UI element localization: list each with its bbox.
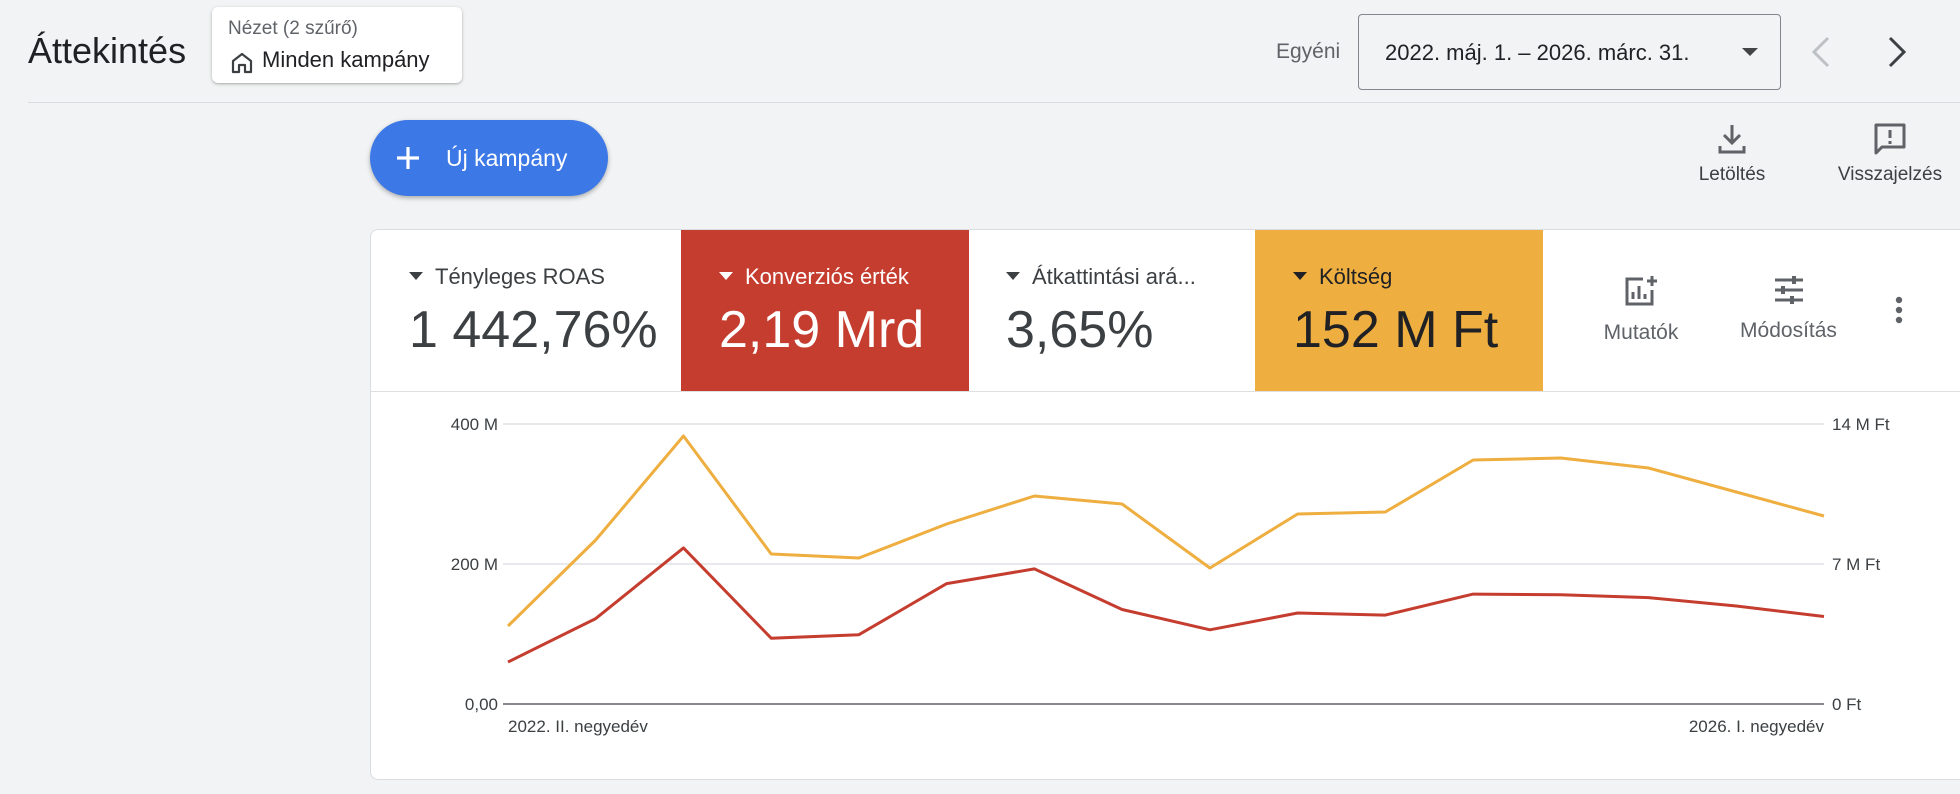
feedback-icon	[1874, 123, 1906, 155]
series-line-conversion-value	[507, 546, 1825, 664]
scorecard-label-text: Konverziós érték	[745, 264, 909, 289]
series-line-cost	[506, 434, 1825, 628]
left-axis-tick-label: 0,00	[465, 695, 498, 714]
chevron-right-icon[interactable]	[1884, 34, 1910, 70]
date-range-label: Egyéni	[1276, 40, 1341, 63]
scorecard-label: Átkattintási ará...	[1006, 264, 1196, 290]
left-axis-tick-label: 400 M	[451, 415, 498, 434]
performance-card: Tényleges ROAS 1 442,76% Konverziós érté…	[370, 229, 1960, 780]
performance-chart: 0,00 200 M 400 M 0 Ft 7 M Ft 14 M Ft 2022. II.…	[451, 415, 1890, 736]
scorecard-ctr[interactable]: Átkattintási ará... 3,65%	[968, 230, 1256, 391]
page-title: Áttekintés	[28, 30, 187, 71]
add-chart-icon	[1625, 276, 1657, 306]
dropdown-caret-icon	[1742, 48, 1758, 56]
chevron-left-icon[interactable]	[1808, 34, 1834, 70]
more-vert-icon[interactable]	[1895, 296, 1903, 324]
download-label: Letöltés	[1698, 164, 1766, 185]
scorecard-label-text: Költség	[1319, 264, 1393, 289]
plus-icon	[397, 147, 419, 169]
new-campaign-button[interactable]: Új kampány	[370, 120, 608, 196]
scorecard-label: Konverziós érték	[719, 264, 909, 290]
scorecard-label-text: Tényleges ROAS	[435, 264, 605, 289]
home-icon	[231, 52, 253, 74]
feedback-label: Visszajelzés	[1837, 164, 1943, 185]
right-axis-tick-label: 7 M Ft	[1832, 555, 1880, 574]
download-icon	[1718, 125, 1746, 154]
card-divider	[371, 391, 1960, 392]
view-filter-chip[interactable]: Nézet (2 szűrő) Minden kampány	[212, 7, 462, 83]
x-axis-tick-label: 2026. I. negyedév	[1689, 717, 1825, 736]
adjust-label: Módosítás	[1740, 319, 1837, 342]
view-filter-value: Minden kampány	[262, 47, 430, 72]
scorecard-cost[interactable]: Költség 152 M Ft	[1255, 230, 1543, 391]
view-filter-caption: Nézet (2 szűrő)	[228, 18, 358, 39]
scorecard-label: Költség	[1293, 264, 1392, 290]
adjust-button[interactable]: Módosítás	[1726, 274, 1851, 343]
dropdown-triangle-icon	[719, 272, 733, 281]
scorecard-label-text: Átkattintási ará...	[1032, 264, 1196, 289]
scorecard-conversion-value[interactable]: Konverziós érték 2,19 Mrd	[681, 230, 969, 391]
scorecard-value: 152 M Ft	[1293, 301, 1499, 359]
metrics-label: Mutatók	[1603, 321, 1679, 344]
scorecard-value: 2,19 Mrd	[719, 301, 925, 359]
right-axis-tick-label: 14 M Ft	[1832, 415, 1890, 434]
header-divider	[28, 102, 1960, 103]
scorecard-value: 3,65%	[1006, 301, 1154, 359]
scorecard-roas[interactable]: Tényleges ROAS 1 442,76%	[371, 230, 659, 391]
scorecard-label: Tényleges ROAS	[409, 264, 605, 290]
date-range-picker[interactable]: 2022. máj. 1. – 2026. márc. 31.	[1358, 14, 1781, 90]
feedback-button[interactable]: Visszajelzés	[1820, 122, 1960, 186]
metrics-button[interactable]: Mutatók	[1591, 274, 1691, 345]
tune-icon	[1774, 276, 1803, 304]
dropdown-triangle-icon	[1293, 272, 1307, 281]
new-campaign-label: Új kampány	[446, 145, 568, 171]
x-axis-tick-label: 2022. II. negyedév	[508, 717, 648, 736]
dropdown-triangle-icon	[1006, 272, 1020, 281]
left-axis-tick-label: 200 M	[451, 555, 498, 574]
scorecard-value: 1 442,76%	[409, 301, 658, 359]
date-range-value: 2022. máj. 1. – 2026. márc. 31.	[1385, 40, 1690, 65]
right-axis-tick-label: 0 Ft	[1832, 695, 1862, 714]
dropdown-triangle-icon	[409, 272, 423, 281]
download-button[interactable]: Letöltés	[1680, 122, 1784, 186]
